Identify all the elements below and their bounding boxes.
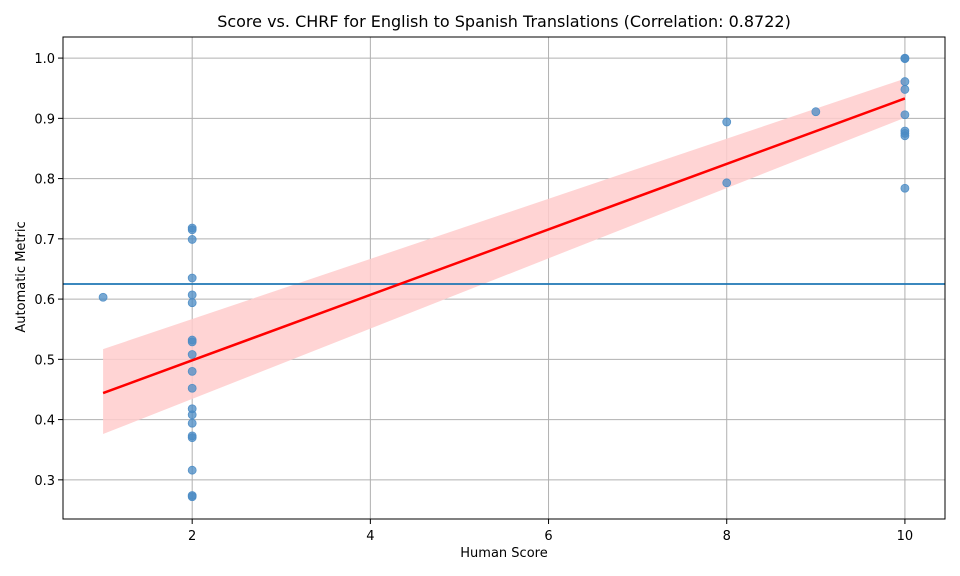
data-point xyxy=(900,131,910,141)
y-tick-label: 0.7 xyxy=(34,233,55,248)
data-point xyxy=(722,117,732,127)
x-tick-label: 4 xyxy=(366,529,374,544)
data-point xyxy=(187,492,197,502)
data-point xyxy=(187,337,197,347)
data-point xyxy=(187,366,197,376)
confidence-band xyxy=(103,78,905,435)
data-point xyxy=(187,290,197,300)
y-tick-label: 0.3 xyxy=(34,474,55,489)
y-tick-label: 0.9 xyxy=(34,112,55,127)
data-point xyxy=(187,298,197,308)
y-tick-label: 0.5 xyxy=(34,353,55,368)
data-points xyxy=(98,53,910,502)
data-point xyxy=(187,418,197,428)
x-tick-label: 10 xyxy=(897,529,914,544)
data-point xyxy=(187,235,197,244)
x-tick-label: 6 xyxy=(544,529,552,544)
data-point xyxy=(900,85,910,94)
chart-title: Score vs. CHRF for English to Spanish Tr… xyxy=(217,12,791,31)
x-axis-label: Human Score xyxy=(460,546,547,561)
data-point xyxy=(187,410,197,420)
data-point xyxy=(187,273,197,283)
data-point xyxy=(900,183,910,193)
y-tick-label: 0.6 xyxy=(34,293,55,308)
data-point xyxy=(900,110,910,120)
y-tick-label: 0.8 xyxy=(34,173,55,188)
y-axis-label: Automatic Metric xyxy=(14,221,29,332)
tick-marks: 2 4 6 8 10 0.3 0.4 0.5 0.6 0.7 0.8 0.9 1.0 xyxy=(34,52,913,544)
y-tick-label: 1.0 xyxy=(34,52,55,67)
x-tick-label: 2 xyxy=(188,529,196,544)
data-point xyxy=(98,292,108,302)
data-point xyxy=(187,350,197,359)
data-point xyxy=(900,54,910,64)
data-point xyxy=(187,225,197,235)
data-point xyxy=(811,107,821,117)
y-tick-label: 0.4 xyxy=(34,414,55,429)
x-tick-label: 8 xyxy=(723,529,731,544)
data-point xyxy=(722,178,732,188)
data-point xyxy=(187,465,197,475)
regression-line xyxy=(102,97,906,395)
plot-frame xyxy=(62,36,946,520)
data-point xyxy=(900,77,910,86)
grid-lines xyxy=(63,37,945,519)
data-point xyxy=(187,383,197,393)
data-point xyxy=(187,433,197,443)
